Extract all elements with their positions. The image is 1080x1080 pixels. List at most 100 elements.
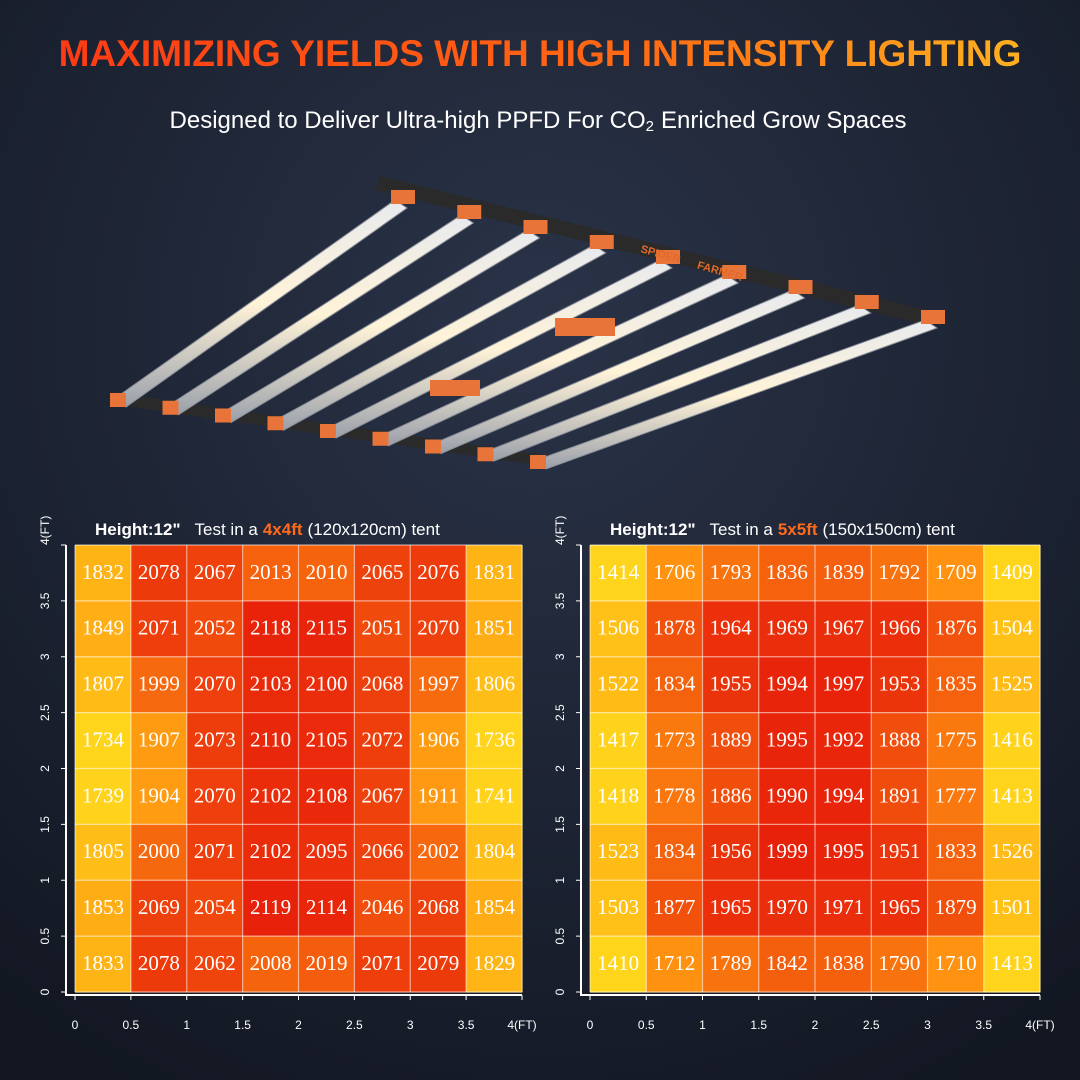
height-label: Height:12" — [610, 520, 696, 539]
heat-cell — [871, 712, 928, 769]
cell-label: 1741 — [473, 783, 515, 807]
heat-cell — [130, 768, 188, 825]
driver — [555, 318, 615, 336]
cell-label: 1911 — [418, 783, 459, 807]
heat-cell — [646, 545, 703, 602]
heat-cell — [75, 880, 132, 937]
cell-label: 2102 — [250, 783, 292, 807]
chart-header: Height:12" Test in a 5x5ft (150x150cm) tent — [610, 520, 955, 539]
heat-cell — [646, 600, 703, 658]
cell-label: 1891 — [878, 783, 920, 807]
y-tick-label: 1.5 — [38, 816, 52, 833]
heat-cell — [590, 545, 647, 602]
cell-label: 2068 — [361, 672, 403, 696]
cell-label: 2013 — [250, 560, 292, 584]
heat-cell — [815, 712, 872, 769]
cell-label: 2067 — [361, 783, 403, 807]
caption-part: Test in a — [195, 520, 259, 539]
heat-cell — [702, 712, 760, 769]
bar-cap — [162, 400, 179, 415]
cell-label: 1736 — [473, 727, 515, 751]
cell-label: 1409 — [991, 560, 1033, 584]
caption-part: Test in a — [710, 520, 774, 539]
heat-cell — [466, 545, 523, 602]
y-tick-label: 2.5 — [38, 704, 52, 721]
heat-cell — [75, 712, 132, 769]
heat-cell — [758, 880, 816, 937]
cell-label: 2010 — [305, 560, 347, 584]
heat-cell — [410, 600, 467, 658]
cell-label: 1775 — [935, 727, 977, 751]
subtitle-part: Designed to Deliver Ultra-high PPFD For … — [170, 107, 646, 134]
cell-label: 2071 — [194, 839, 236, 863]
cell-label: 2079 — [417, 951, 459, 975]
cell-label: 1413 — [991, 951, 1033, 975]
bar-cap — [372, 431, 389, 446]
heat-cell — [590, 656, 647, 714]
heat-cell — [130, 824, 188, 881]
cell-label: 2070 — [194, 783, 236, 807]
cell-label: 2118 — [250, 616, 291, 640]
heat-cell — [186, 600, 244, 658]
heat-cell — [871, 768, 928, 825]
cell-label: 1790 — [878, 951, 920, 975]
cell-label: 1793 — [710, 560, 752, 584]
heat-cell — [815, 936, 872, 993]
cell-label: 1886 — [710, 783, 752, 807]
cell-label: 2065 — [361, 560, 403, 584]
heat-cell — [75, 656, 132, 714]
cell-label: 2078 — [138, 560, 180, 584]
cell-label: 1956 — [710, 839, 752, 863]
heat-cell — [410, 880, 467, 937]
cell-label: 1709 — [935, 560, 977, 584]
cell-label: 2103 — [250, 672, 292, 696]
cell-label: 1525 — [991, 672, 1033, 696]
cell-label: 1951 — [878, 839, 920, 863]
cell-label: 2072 — [361, 727, 403, 751]
bar-cap — [110, 393, 126, 407]
caption-part: (120x120cm) tent — [308, 520, 441, 539]
x-tick-label: 1.5 — [750, 1018, 767, 1032]
heat-cell — [646, 880, 703, 937]
cell-label: 2067 — [194, 560, 236, 584]
heat-cell — [242, 600, 299, 658]
bar-cap — [589, 235, 614, 249]
heat-cell — [354, 656, 411, 714]
cell-label: 1526 — [991, 839, 1033, 863]
heat-cell — [298, 936, 355, 993]
heat-cell — [702, 880, 760, 937]
cell-label: 1522 — [597, 672, 639, 696]
heat-cell — [927, 824, 985, 881]
cell-label: 1999 — [766, 839, 808, 863]
cell-label: 1806 — [473, 672, 515, 696]
bar-cap — [530, 455, 546, 469]
heat-cell — [815, 768, 872, 825]
heat-cell — [590, 600, 647, 658]
bar-cap — [656, 250, 680, 264]
heat-cell — [983, 600, 1041, 658]
cell-label: 1971 — [822, 895, 864, 919]
cell-label: 1416 — [991, 727, 1033, 751]
x-tick-label: 2.5 — [346, 1018, 363, 1032]
driver — [430, 380, 480, 396]
heat-cell — [186, 712, 244, 769]
y-tick-label: 3 — [553, 653, 567, 660]
bar-cap — [391, 190, 415, 204]
x-tick-label: 2 — [812, 1018, 819, 1032]
heat-cell — [758, 712, 816, 769]
heat-cell — [242, 768, 299, 825]
heat-cell — [983, 880, 1041, 937]
heat-cell — [702, 824, 760, 881]
cell-label: 1839 — [822, 560, 864, 584]
heat-cell — [758, 600, 816, 658]
cell-label: 1706 — [653, 560, 695, 584]
cell-label: 2069 — [138, 895, 180, 919]
heat-cell — [871, 936, 928, 993]
subtitle-sub: 2 — [646, 118, 654, 135]
heat-cell — [242, 824, 299, 881]
cell-label: 2102 — [250, 839, 292, 863]
cell-label: 1965 — [710, 895, 752, 919]
heat-cell — [130, 545, 188, 602]
subtitle: Designed to Deliver Ultra-high PPFD For … — [170, 107, 907, 135]
heat-cell — [242, 545, 299, 602]
